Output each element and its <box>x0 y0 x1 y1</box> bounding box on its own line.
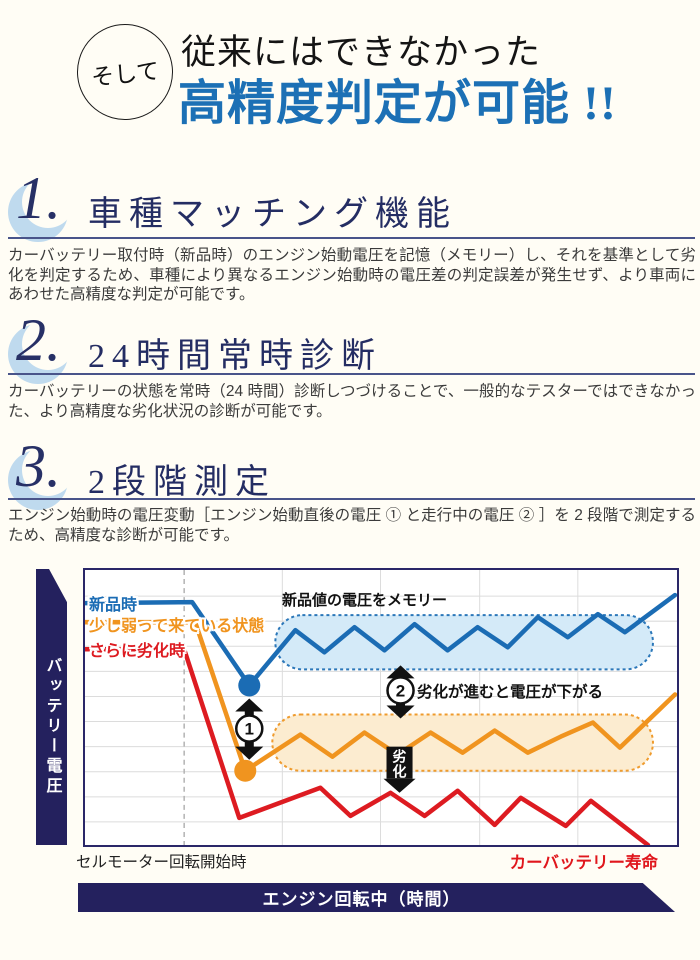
line-weakening-battery-marker <box>234 759 257 782</box>
y-axis-banner: バッテリー電圧 <box>36 569 67 845</box>
number-circle-decoration <box>8 444 74 510</box>
line-new-battery-marker <box>238 674 261 697</box>
y-axis-label: バッテリー電圧 <box>43 657 61 797</box>
legend-weakening-battery: 少し弱って来ている状態 <box>89 618 265 635</box>
arrow2-note: 劣化が進むと電圧が下がる <box>417 684 604 701</box>
arrow-step1-circle-label: 1 <box>245 720 254 739</box>
soshite-circle: そして <box>72 19 178 125</box>
arrow-step2-circle-label: 2 <box>396 681 405 700</box>
arrow-deterioration-box <box>386 746 413 779</box>
band-weak-voltage <box>271 713 654 772</box>
section3-body: エンジン始動時の電圧変動［エンジン始動直後の電圧 ① と走行中の電圧 ② ］を … <box>8 507 696 544</box>
section3-number: 3. <box>16 433 61 499</box>
arrow-deterioration-label: 化 <box>393 764 407 780</box>
soshite-label: そして <box>89 58 161 91</box>
line-degraded-battery <box>85 647 651 845</box>
section1-divider <box>8 237 695 239</box>
number-circle-decoration <box>8 176 74 242</box>
x-axis-label: エンジン回転中（時間） <box>262 890 461 909</box>
section3-number-badge: 3. <box>8 433 74 512</box>
memory-note: 新品値の電圧をメモリー <box>282 592 448 609</box>
arrow-step2-head-up <box>386 665 415 679</box>
voltage-chart-canvas: 1 2 劣化 <box>85 570 677 845</box>
header-line2: 高精度判定が可能 !! <box>178 77 617 130</box>
section1-number-badge: 1. <box>8 165 74 244</box>
section3-divider <box>8 498 695 500</box>
arrow-step1-head-up <box>235 698 264 712</box>
line-weakening-battery <box>85 619 677 773</box>
section2-number: 2. <box>16 307 61 373</box>
section2-divider <box>8 373 695 375</box>
x-start-label: セルモーター回転開始時 <box>76 854 247 871</box>
section2-title: 24時間常時診断 <box>88 338 382 375</box>
x-end-label: カーバッテリー寿命 <box>509 854 658 872</box>
x-axis-banner: エンジン回転中（時間） <box>78 883 675 912</box>
arrow-step1-circle <box>235 714 264 743</box>
arrow-deterioration-label: 劣 <box>393 749 407 765</box>
line-new-battery <box>85 592 677 688</box>
section1-number: 1. <box>16 165 61 231</box>
legend-new-battery: 新品時 <box>89 597 138 614</box>
section3-title: 2段階測定 <box>88 464 276 501</box>
arrow-deterioration-head <box>383 778 416 793</box>
arrow-step2-head-down <box>386 705 415 719</box>
arrow-step1-head-down <box>235 746 264 760</box>
legend-degraded-battery: さらに劣化時 <box>89 643 186 660</box>
section1-title: 車種マッチング機能 <box>88 196 457 233</box>
band-new-voltage <box>274 614 654 671</box>
section2-body: カーバッテリーの状態を常時（24 時間）診断しつづけることで、一般的なテスターで… <box>8 383 696 420</box>
header-line1: 従来にはできなかった <box>181 33 542 72</box>
section1-body: カーバッテリー取付時（新品時）のエンジン始動電圧を記憶（メモリー）し、それを基準… <box>8 247 696 303</box>
section2-number-badge: 2. <box>8 307 74 386</box>
arrow-step2-circle <box>386 676 415 705</box>
